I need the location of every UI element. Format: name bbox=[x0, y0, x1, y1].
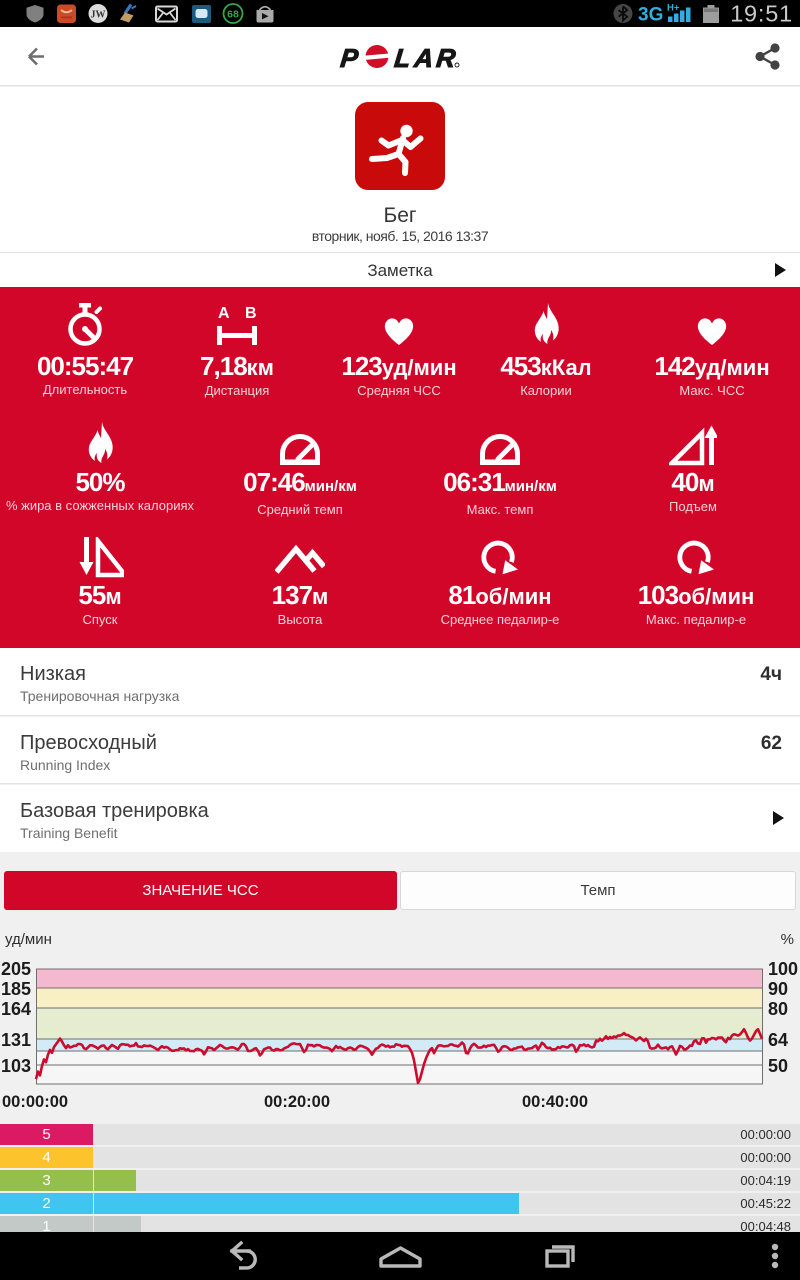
svg-text:00:00:00: 00:00:00 bbox=[2, 1093, 68, 1111]
svg-text:уд/мин: уд/мин bbox=[5, 931, 52, 948]
svg-text:68: 68 bbox=[227, 9, 239, 21]
svg-text:90: 90 bbox=[768, 979, 788, 999]
svg-text:JW: JW bbox=[91, 10, 106, 21]
svg-text:R: R bbox=[435, 43, 457, 73]
svg-text:50: 50 bbox=[768, 1056, 788, 1076]
svg-text:64: 64 bbox=[768, 1030, 788, 1050]
svg-text:P: P bbox=[339, 43, 360, 73]
svg-text:H+: H+ bbox=[667, 3, 680, 14]
svg-text:103: 103 bbox=[1, 1056, 31, 1076]
svg-text:B: B bbox=[245, 305, 257, 322]
svg-text:A: A bbox=[412, 43, 435, 73]
svg-text:205: 205 bbox=[1, 959, 31, 979]
svg-text:19:51: 19:51 bbox=[730, 1, 793, 27]
svg-text:164: 164 bbox=[1, 999, 31, 1019]
svg-text:00:20:00: 00:20:00 bbox=[264, 1093, 330, 1111]
svg-text:L: L bbox=[393, 43, 412, 73]
svg-text:00:40:00: 00:40:00 bbox=[522, 1093, 588, 1111]
svg-text:3G: 3G bbox=[638, 5, 663, 26]
svg-text:A: A bbox=[218, 305, 230, 322]
svg-text:%: % bbox=[781, 931, 794, 948]
svg-text:80: 80 bbox=[768, 999, 788, 1019]
svg-text:100: 100 bbox=[768, 959, 798, 979]
svg-text:131: 131 bbox=[1, 1030, 31, 1050]
svg-text:185: 185 bbox=[1, 979, 31, 999]
